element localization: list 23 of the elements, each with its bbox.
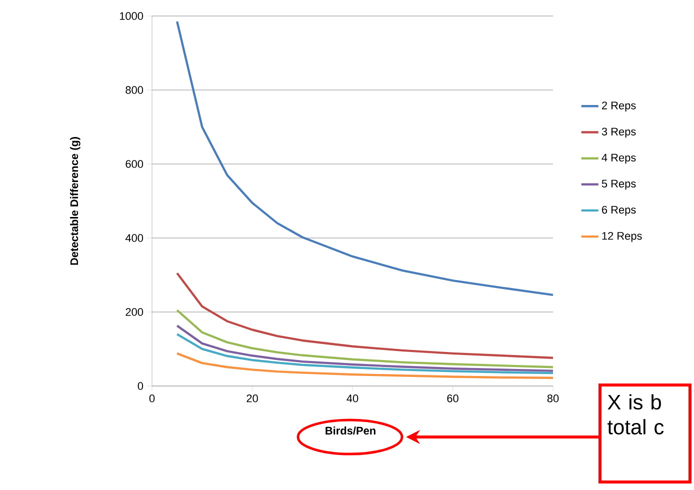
y-tick-label: 0 [138, 382, 144, 390]
line-series [176, 272, 554, 359]
legend-label: 4 Reps [602, 154, 636, 164]
legend-label: 6 Reps [602, 206, 636, 216]
legend-label: 2 Reps [602, 102, 636, 112]
y-tick-label: 600 [126, 160, 144, 168]
legend-label: 12 Reps [602, 232, 642, 242]
y-tick-label: 800 [126, 86, 144, 94]
legend-label: 3 Reps [602, 128, 636, 138]
y-tick-label: 200 [126, 308, 144, 316]
y-tick-label: 1000 [120, 12, 144, 20]
x-tick-label: 80 [547, 394, 559, 402]
text: X is b total c [608, 394, 664, 434]
line-series [176, 333, 554, 374]
x-tick-label: 40 [346, 394, 358, 402]
y-tick-label: 400 [125, 234, 144, 242]
legend-label: 5 Reps [602, 180, 636, 190]
x-axis-title: Birds/Pen [326, 426, 376, 435]
x-tick-label: 0 [149, 394, 155, 402]
x-tick-label: 20 [246, 394, 258, 402]
line-series [176, 20, 554, 296]
x-tick-label: 60 [447, 394, 458, 402]
y-axis-title: Detectable Difference (g) [70, 136, 80, 265]
